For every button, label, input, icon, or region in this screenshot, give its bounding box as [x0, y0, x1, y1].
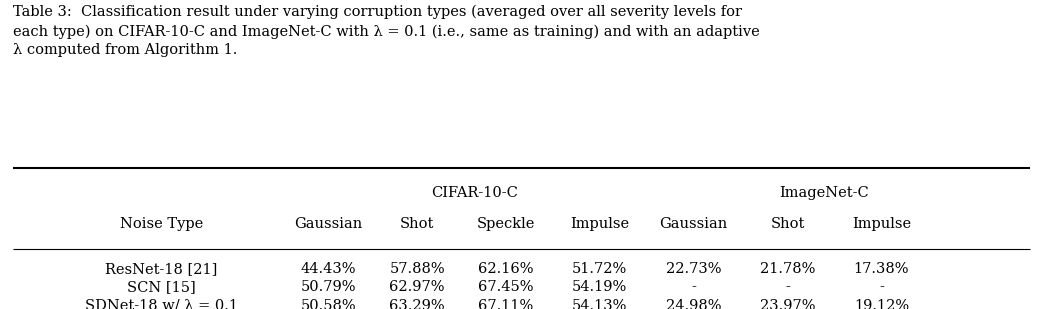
Text: Shot: Shot: [771, 217, 804, 231]
Text: ResNet-18 [21]: ResNet-18 [21]: [105, 262, 218, 276]
Text: 17.38%: 17.38%: [853, 262, 909, 276]
Text: 62.97%: 62.97%: [389, 280, 445, 294]
Text: -: -: [785, 280, 790, 294]
Text: 62.16%: 62.16%: [478, 262, 534, 276]
Text: 24.98%: 24.98%: [665, 299, 722, 309]
Text: 44.43%: 44.43%: [300, 262, 357, 276]
Text: 51.72%: 51.72%: [573, 262, 627, 276]
Text: Impulse: Impulse: [852, 217, 911, 231]
Text: -: -: [879, 280, 883, 294]
Text: CIFAR-10-C: CIFAR-10-C: [431, 186, 518, 200]
Text: 23.97%: 23.97%: [759, 299, 816, 309]
Text: 22.73%: 22.73%: [665, 262, 722, 276]
Text: 57.88%: 57.88%: [389, 262, 445, 276]
Text: Shot: Shot: [401, 217, 434, 231]
Text: Noise Type: Noise Type: [120, 217, 203, 231]
Text: Gaussian: Gaussian: [659, 217, 728, 231]
Text: 67.45%: 67.45%: [478, 280, 534, 294]
Text: 19.12%: 19.12%: [854, 299, 908, 309]
Text: Impulse: Impulse: [571, 217, 629, 231]
Text: 50.79%: 50.79%: [300, 280, 357, 294]
Text: 67.11%: 67.11%: [479, 299, 533, 309]
Text: ImageNet-C: ImageNet-C: [779, 186, 869, 200]
Text: Speckle: Speckle: [477, 217, 535, 231]
Text: 63.29%: 63.29%: [389, 299, 445, 309]
Text: SCN [15]: SCN [15]: [127, 280, 196, 294]
Text: -: -: [692, 280, 696, 294]
Text: 54.13%: 54.13%: [572, 299, 628, 309]
Text: Gaussian: Gaussian: [294, 217, 363, 231]
Text: SDNet-18 w/ λ = 0.1: SDNet-18 w/ λ = 0.1: [86, 299, 238, 309]
Text: 50.58%: 50.58%: [300, 299, 357, 309]
Text: 21.78%: 21.78%: [759, 262, 816, 276]
Text: Table 3:  Classification result under varying corruption types (averaged over al: Table 3: Classification result under var…: [13, 5, 759, 57]
Text: 54.19%: 54.19%: [573, 280, 627, 294]
